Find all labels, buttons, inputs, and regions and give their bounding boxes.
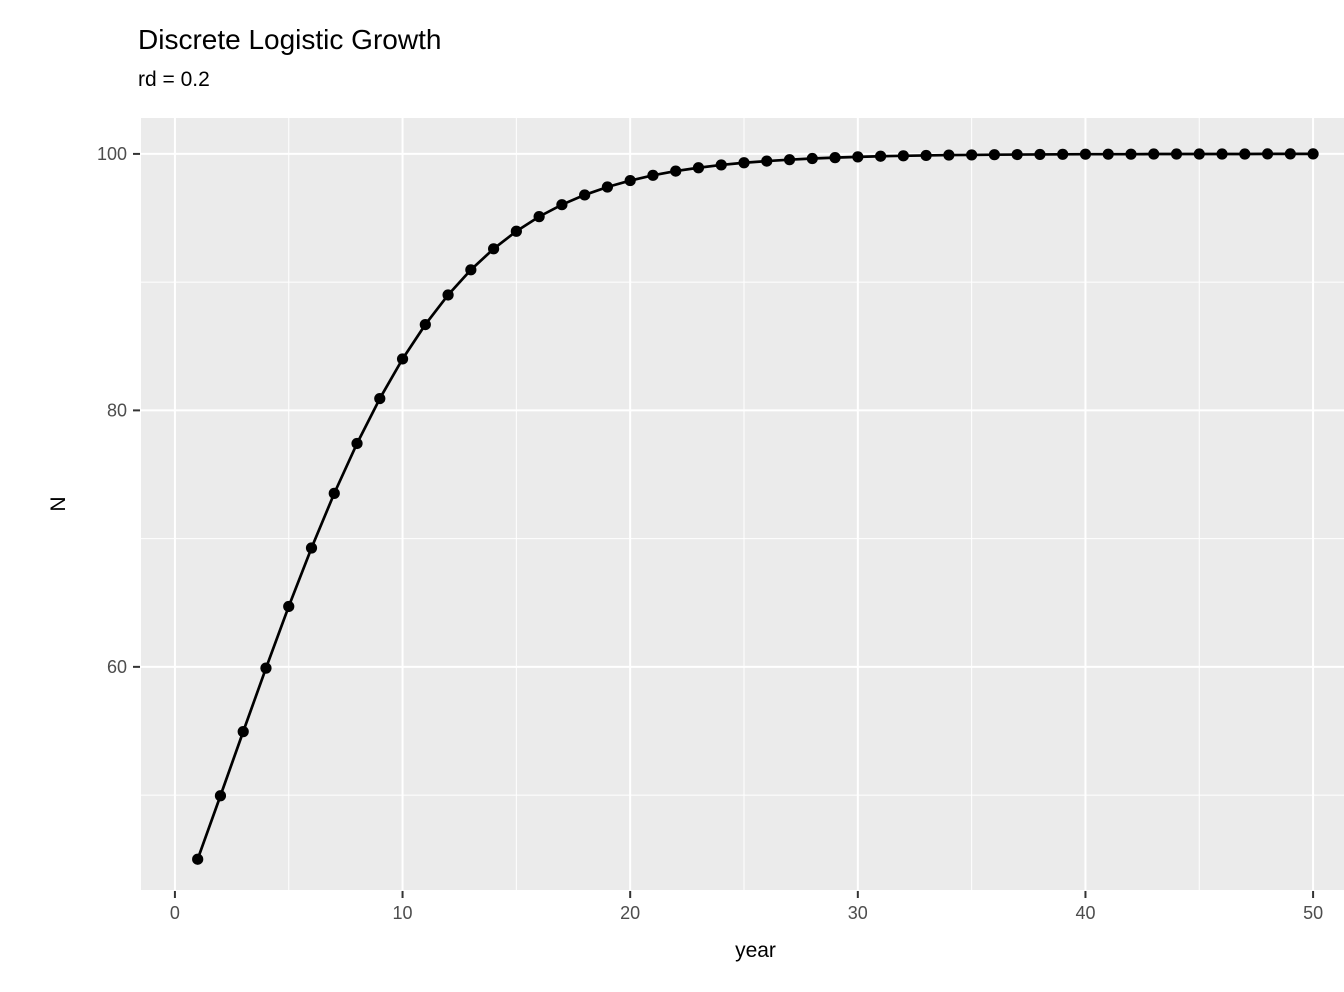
data-point xyxy=(579,189,591,201)
data-point xyxy=(328,487,340,499)
x-tick-label: 10 xyxy=(393,903,413,923)
data-point xyxy=(192,853,204,865)
data-point xyxy=(738,157,750,169)
data-point xyxy=(1034,148,1046,161)
data-point xyxy=(260,662,272,674)
data-point xyxy=(874,150,887,162)
data-point xyxy=(1239,148,1251,160)
data-point xyxy=(533,211,545,223)
data-point xyxy=(829,152,841,164)
data-point xyxy=(988,149,1001,161)
data-point xyxy=(1170,148,1183,160)
data-point xyxy=(715,159,727,171)
data-point xyxy=(783,154,796,166)
data-point xyxy=(305,542,318,554)
data-point xyxy=(920,149,932,162)
x-axis-title: year xyxy=(735,939,776,962)
data-point xyxy=(1216,148,1228,160)
data-point xyxy=(1102,148,1114,160)
data-point xyxy=(1125,148,1137,160)
data-point xyxy=(419,318,431,331)
data-point xyxy=(1261,148,1274,160)
x-tick-label: 40 xyxy=(1075,903,1095,923)
logistic-growth-chart: Discrete Logistic Growth rd = 0.2 0 10 20 3… xyxy=(40,16,1344,976)
x-tick-label: 30 xyxy=(848,903,868,923)
x-tick-label: 20 xyxy=(620,903,640,923)
data-point xyxy=(897,150,909,162)
data-point xyxy=(237,726,249,738)
data-point xyxy=(214,790,227,802)
data-point xyxy=(647,169,659,181)
data-point xyxy=(1148,148,1160,160)
data-point xyxy=(396,353,409,365)
data-point xyxy=(465,264,477,276)
y-tick-label: 60 xyxy=(107,657,127,677)
data-point xyxy=(852,151,864,163)
data-point xyxy=(670,165,682,177)
data-point xyxy=(374,392,386,405)
data-point xyxy=(1011,148,1023,161)
data-point xyxy=(488,243,500,255)
data-point xyxy=(442,289,454,301)
chart-subtitle: rd = 0.2 xyxy=(138,68,210,91)
data-point xyxy=(806,152,818,165)
x-tick-label: 50 xyxy=(1303,903,1323,923)
data-point xyxy=(624,174,636,187)
data-point xyxy=(943,149,955,161)
data-point xyxy=(601,181,614,193)
data-point xyxy=(1057,148,1069,160)
data-point xyxy=(1307,148,1319,160)
data-point xyxy=(510,225,522,237)
y-axis-title: N xyxy=(47,496,70,511)
data-point xyxy=(966,149,978,161)
data-point xyxy=(1079,148,1092,160)
data-point xyxy=(556,199,568,211)
chart-title: Discrete Logistic Growth xyxy=(138,24,442,55)
panel-background xyxy=(141,118,1344,890)
y-tick-label: 100 xyxy=(97,144,127,164)
data-point xyxy=(1284,148,1296,160)
plot-area: 0 10 20 30 40 50 60 80 100 year N xyxy=(47,118,1344,962)
data-point xyxy=(351,437,363,450)
data-point xyxy=(761,155,773,167)
data-point xyxy=(1193,148,1205,160)
x-tick-label: 0 xyxy=(170,903,180,923)
data-point xyxy=(692,162,705,174)
y-tick-label: 80 xyxy=(107,400,127,420)
data-point xyxy=(283,600,295,613)
